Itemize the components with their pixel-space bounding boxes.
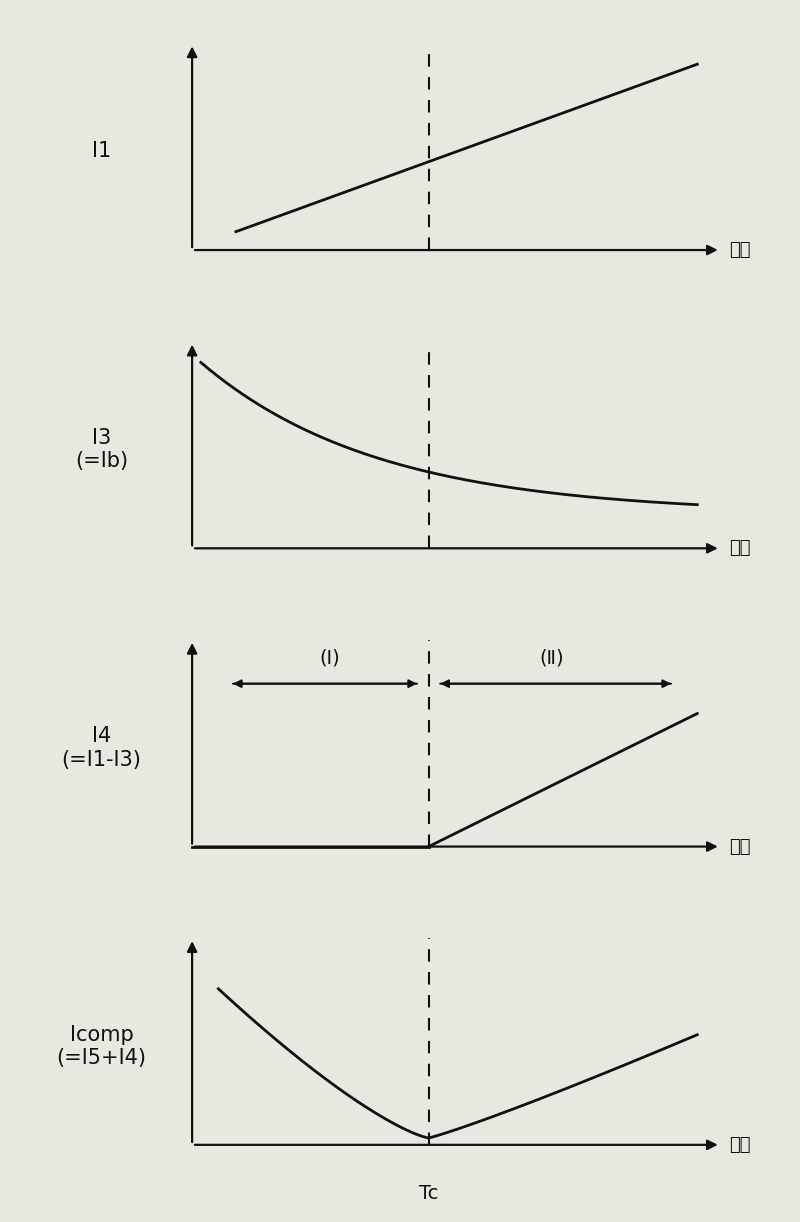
Text: Tc: Tc <box>419 1184 438 1202</box>
Text: 温度: 温度 <box>730 837 751 855</box>
Text: (Ⅱ): (Ⅱ) <box>539 649 563 667</box>
Text: I1: I1 <box>92 142 111 161</box>
Text: 温度: 温度 <box>730 1135 751 1154</box>
Text: 温度: 温度 <box>730 241 751 259</box>
Text: 温度: 温度 <box>730 539 751 557</box>
Text: (I): (I) <box>319 649 340 667</box>
Text: I3
(=Ib): I3 (=Ib) <box>75 428 128 472</box>
Text: I4
(=I1-I3): I4 (=I1-I3) <box>62 726 142 770</box>
Text: Icomp
(=I5+I4): Icomp (=I5+I4) <box>57 1024 146 1068</box>
